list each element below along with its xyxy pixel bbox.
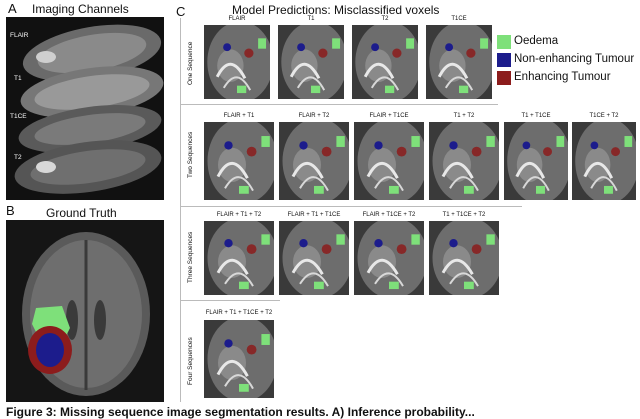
- tile-label: FLAIR + T1: [223, 113, 255, 119]
- prediction-tile: [279, 122, 349, 200]
- tile-label: T2: [381, 16, 389, 22]
- prediction-tile: [572, 122, 636, 200]
- panel-b-letter: B: [6, 203, 15, 218]
- channel-label-flair: FLAIR: [10, 32, 29, 39]
- panel-c-letter: C: [176, 4, 186, 19]
- prediction-tile: [504, 122, 568, 200]
- prediction-tile: [426, 25, 492, 99]
- prediction-tile: [429, 221, 499, 295]
- tile-label: FLAIR + T1 + T1CE: [287, 212, 341, 218]
- row-label-one-sequence: One Sequence: [187, 41, 194, 85]
- panel-b-title: Ground Truth: [46, 206, 117, 220]
- tile-label: T1CE + T2: [589, 113, 619, 119]
- channel-label-t2: T2: [14, 154, 22, 161]
- row-divider-1: [180, 104, 498, 105]
- figure-caption: Figure 3: Missing sequence image segment…: [6, 405, 475, 419]
- imaging-channels-image: [6, 17, 164, 200]
- tile-label: FLAIR + T2: [298, 113, 330, 119]
- tile-label: T1CE: [451, 16, 467, 22]
- tile-label: FLAIR + T1 + T1CE + T2: [205, 310, 273, 316]
- prediction-tile: [279, 221, 349, 295]
- panel-a-letter: A: [8, 1, 17, 16]
- channel-label-t1: T1: [14, 75, 22, 82]
- legend-swatch-non-enhancing: [497, 53, 511, 67]
- tile-label: T1 + T2: [453, 113, 475, 119]
- prediction-tile: [204, 122, 274, 200]
- row-label-four-sequences: Four Sequences: [187, 337, 194, 385]
- panel-c-title: Model Predictions: Misclassified voxels: [232, 3, 440, 17]
- prediction-tile: [354, 221, 424, 295]
- panel-c-left-divider: [180, 18, 181, 402]
- prediction-tile: [352, 25, 418, 99]
- legend-swatch-oedema: [497, 35, 511, 49]
- ground-truth-image: [6, 220, 164, 402]
- row-divider-2: [180, 206, 522, 207]
- prediction-tile: [204, 25, 270, 99]
- legend-label-non-enhancing: Non-enhancing Tumour: [514, 53, 635, 65]
- tile-label: FLAIR + T1 + T2: [216, 212, 262, 218]
- tile-label: FLAIR + T1CE + T2: [362, 212, 416, 218]
- prediction-tile: [429, 122, 499, 200]
- legend-swatch-enhancing: [497, 71, 511, 85]
- prediction-tile: [204, 320, 274, 398]
- row-label-three-sequences: Three Sequences: [187, 231, 194, 283]
- tile-label: FLAIR + T1CE: [369, 113, 409, 119]
- legend-label-enhancing: Enhancing Tumour: [514, 71, 611, 83]
- legend-label-oedema: Oedema: [514, 35, 559, 47]
- tile-label: T1 + T1CE + T2: [442, 212, 486, 218]
- prediction-tile: [278, 25, 344, 99]
- prediction-tile: [204, 221, 274, 295]
- tile-label: T1: [307, 16, 315, 22]
- channel-label-t1ce: T1CE: [10, 113, 27, 120]
- row-divider-3: [180, 300, 280, 301]
- panel-a-title: Imaging Channels: [32, 2, 129, 16]
- tile-label: FLAIR: [228, 16, 246, 22]
- row-label-two-sequences: Two Sequences: [187, 131, 194, 178]
- tile-label: T1 + T1CE: [521, 113, 551, 119]
- prediction-tile: [354, 122, 424, 200]
